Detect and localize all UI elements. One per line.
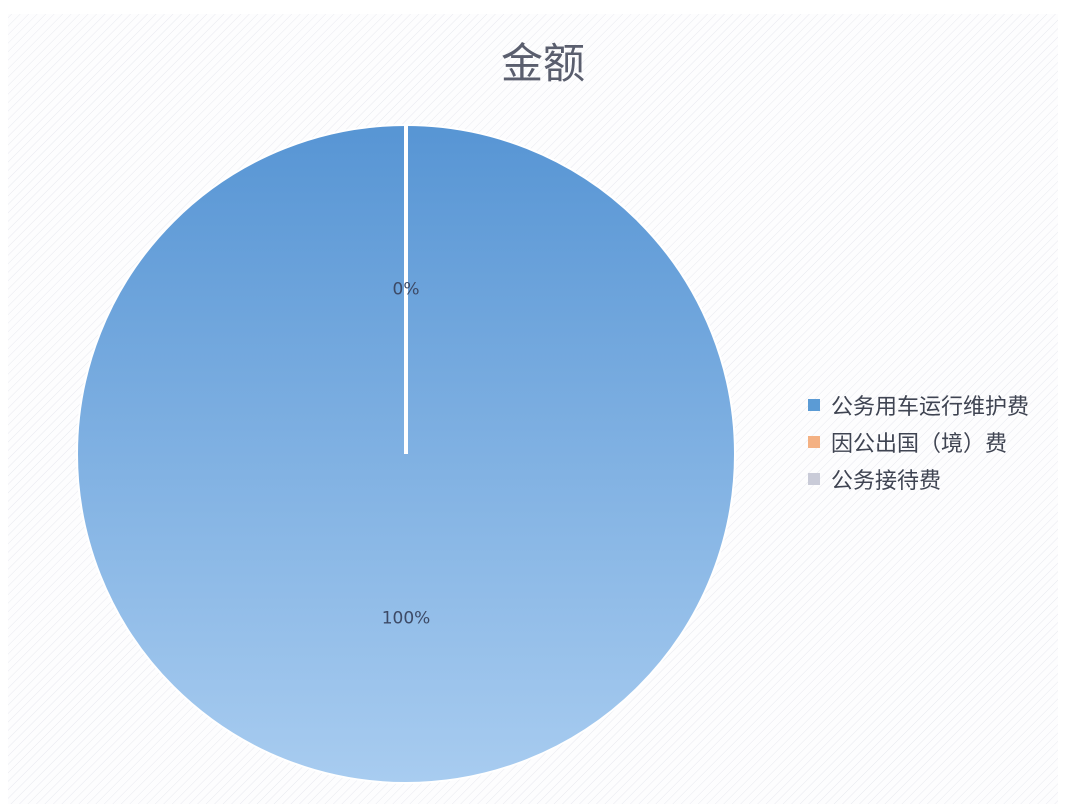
legend-label: 因公出国（境）费 bbox=[831, 431, 1008, 457]
pie-slices bbox=[76, 124, 736, 784]
legend-label: 公务接待费 bbox=[831, 468, 942, 494]
pie-value-labels: 100% 0% bbox=[382, 280, 431, 629]
legend-swatch bbox=[808, 398, 820, 411]
legend-swatch bbox=[808, 435, 820, 448]
legend-item: 因公出国（境）费 bbox=[808, 423, 1058, 460]
data-label: 0% bbox=[393, 280, 420, 300]
legend: 公务用车运行维护费 因公出国（境）费 公务接待费 bbox=[808, 386, 1058, 497]
data-label: 100% bbox=[382, 609, 431, 629]
chart-title: 金额 bbox=[501, 39, 585, 88]
legend-swatch bbox=[808, 472, 820, 485]
legend-label: 公务用车运行维护费 bbox=[831, 394, 1030, 420]
legend-item: 公务用车运行维护费 bbox=[808, 386, 1058, 423]
legend-item: 公务接待费 bbox=[808, 460, 1058, 497]
